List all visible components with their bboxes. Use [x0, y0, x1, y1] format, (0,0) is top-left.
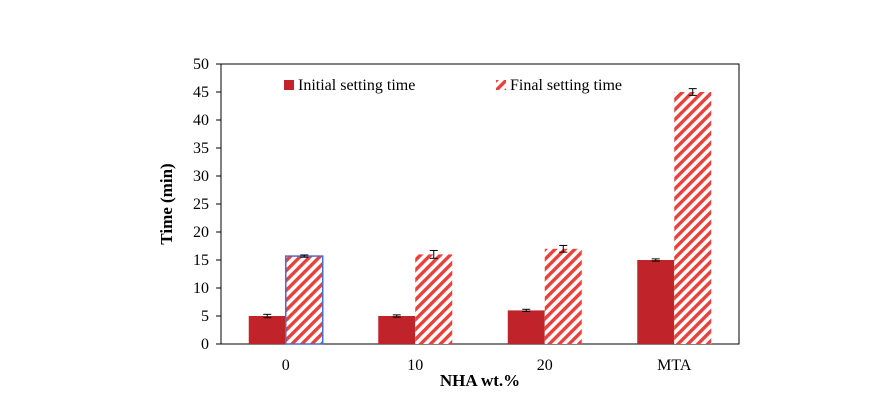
legend: Initial setting time Final setting time [284, 77, 622, 94]
y-tick-label: 40 [193, 112, 209, 129]
legend-swatch-initial [284, 80, 294, 90]
x-tick-label: 20 [537, 357, 553, 374]
bar-initial-setting-time [248, 316, 286, 344]
legend-swatch-final [496, 80, 506, 90]
y-tick-label: 10 [193, 280, 209, 297]
y-tick-label: 25 [193, 196, 209, 213]
legend-label-final: Final setting time [510, 77, 622, 94]
bar-final-setting-time [415, 254, 453, 344]
y-tick-label: 5 [201, 308, 209, 325]
x-axis-ticks: 0 10 20 MTA [282, 357, 692, 374]
bar-final-setting-time [285, 255, 324, 345]
x-tick-label: 0 [282, 357, 290, 374]
x-axis-title: NHA wt.% [440, 371, 520, 390]
bar-initial-setting-time [637, 260, 675, 344]
bar-initial-setting-time [378, 316, 416, 344]
bar-initial-setting-time [507, 310, 545, 344]
bar-final-setting-time [544, 248, 582, 344]
y-tick-label: 35 [193, 140, 209, 157]
legend-label-initial: Initial setting time [298, 77, 415, 94]
y-axis-title: Time (min) [157, 163, 176, 244]
x-tick-label: 10 [407, 357, 423, 374]
x-tick-label: MTA [657, 357, 692, 374]
y-tick-label: 20 [193, 224, 209, 241]
y-tick-label: 0 [201, 336, 209, 353]
y-tick-label: 50 [193, 56, 209, 73]
y-tick-label: 15 [193, 252, 209, 269]
y-tick-label: 30 [193, 168, 209, 185]
bar-final-setting-time [674, 92, 712, 344]
y-axis-ticks: 0 5 10 15 20 25 30 35 40 45 50 [193, 56, 221, 353]
bars-group [248, 88, 712, 345]
y-tick-label: 45 [193, 84, 209, 101]
